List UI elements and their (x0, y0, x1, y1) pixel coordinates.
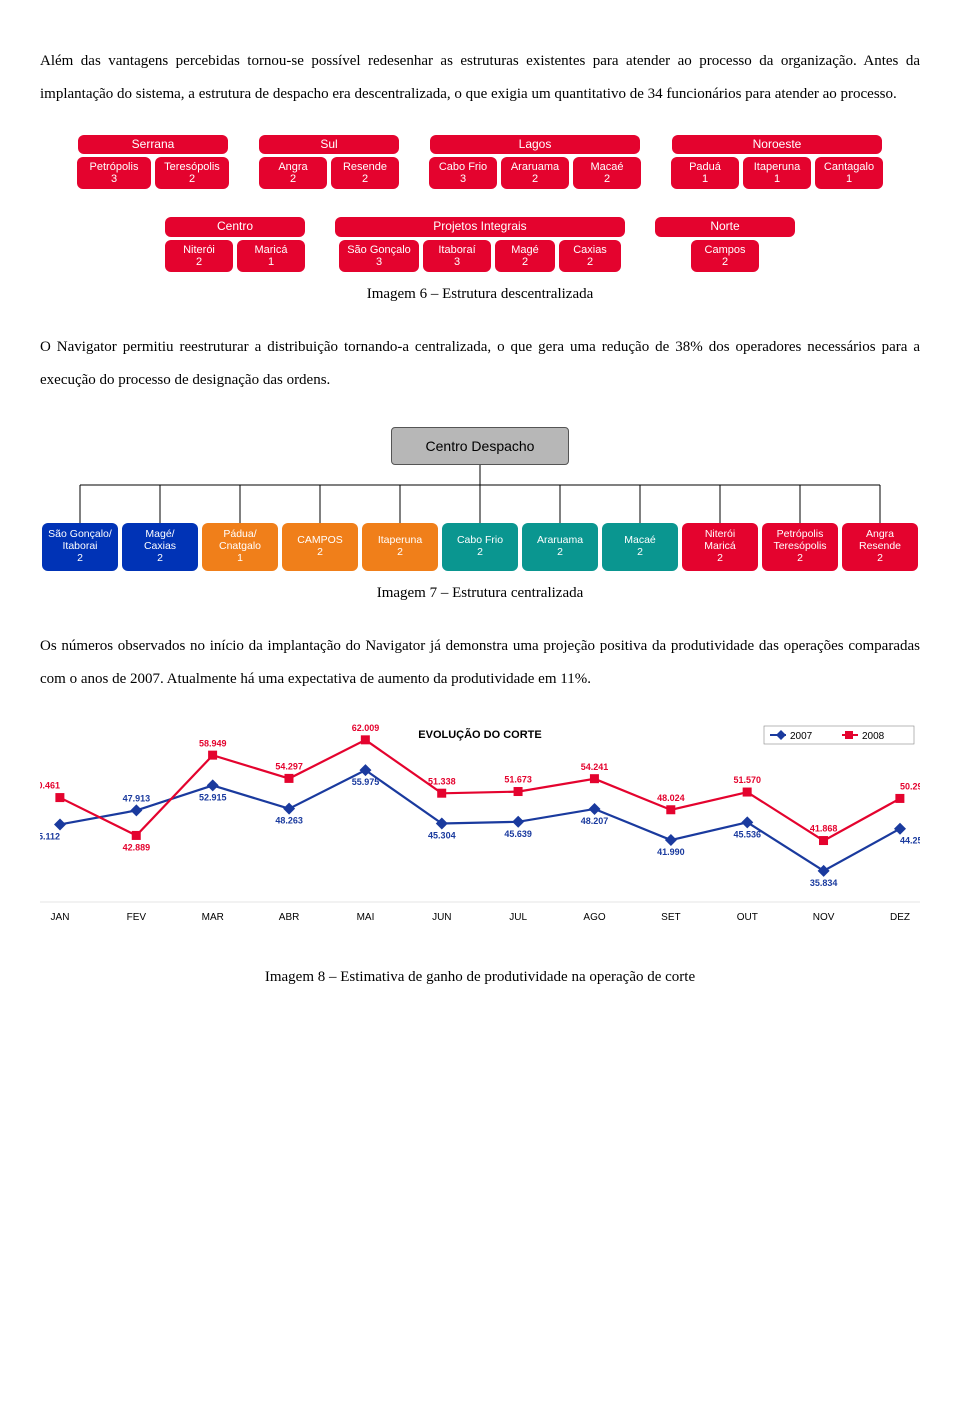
svg-text:SET: SET (661, 912, 680, 923)
centralized-box: Magé/Caxias2 (122, 523, 198, 571)
centralized-box: PetrópolisTeresópolis2 (762, 523, 838, 571)
sub-box: São Gonçalo3 (339, 240, 419, 272)
sub-box: Caxias2 (559, 240, 621, 272)
region-box: Norte (655, 217, 795, 236)
svg-text:55.975: 55.975 (352, 777, 380, 787)
sub-box: Magé2 (495, 240, 555, 272)
svg-text:45.112: 45.112 (40, 831, 60, 841)
svg-text:45.639: 45.639 (504, 829, 532, 839)
org-tree-connectors (40, 465, 920, 523)
svg-text:42.889: 42.889 (123, 842, 151, 852)
centralized-box: Pádua/Cnatgalo1 (202, 523, 278, 571)
svg-text:JUN: JUN (432, 912, 451, 923)
centralized-box: Itaperuna2 (362, 523, 438, 571)
svg-text:58.949: 58.949 (199, 738, 227, 748)
svg-text:48.263: 48.263 (275, 815, 303, 825)
centralized-box: CAMPOS2 (282, 523, 358, 571)
sub-box: Itaboraí3 (423, 240, 491, 272)
sub-box: Maricá1 (237, 240, 305, 272)
svg-text:52.915: 52.915 (199, 792, 227, 802)
svg-text:OUT: OUT (737, 912, 758, 923)
sub-box: Cabo Frio3 (429, 157, 497, 189)
svg-text:EVOLUÇÃO DO CORTE: EVOLUÇÃO DO CORTE (418, 728, 541, 741)
svg-text:MAR: MAR (202, 912, 224, 923)
sub-box: Teresópolis2 (155, 157, 229, 189)
svg-text:45.536: 45.536 (734, 829, 762, 839)
svg-text:AGO: AGO (583, 912, 605, 923)
centralized-box: NiteróiMaricá2 (682, 523, 758, 571)
paragraph-2: O Navigator permitiu reestruturar a dist… (40, 331, 920, 397)
centralized-box: Cabo Frio2 (442, 523, 518, 571)
centralized-box: São Gonçalo/Itaborai2 (42, 523, 118, 571)
centralized-box: AngraResende2 (842, 523, 918, 571)
svg-text:51.570: 51.570 (734, 775, 762, 785)
svg-text:50.290: 50.290 (900, 781, 920, 791)
svg-text:48.024: 48.024 (657, 793, 685, 803)
region-box: Lagos (430, 135, 640, 154)
org-diagram-decentralized: Serrana Petrópolis3Teresópolis2 Sul Angra2R… (40, 135, 920, 272)
caption-image-8: Imagem 8 – Estimativa de ganho de produt… (40, 969, 920, 986)
svg-text:41.990: 41.990 (657, 847, 685, 857)
centralized-box: Araruama2 (522, 523, 598, 571)
svg-text:2007: 2007 (790, 731, 813, 742)
svg-text:JUL: JUL (509, 912, 527, 923)
svg-text:JAN: JAN (51, 912, 70, 923)
svg-text:NOV: NOV (813, 912, 835, 923)
svg-text:44.256: 44.256 (900, 835, 920, 845)
svg-text:54.241: 54.241 (581, 762, 609, 772)
svg-text:FEV: FEV (127, 912, 147, 923)
centralized-box: Macaé2 (602, 523, 678, 571)
sub-box: Campos2 (691, 240, 759, 272)
caption-image-7: Imagem 7 – Estrutura centralizada (40, 585, 920, 602)
region-box: Projetos Integrais (335, 217, 625, 236)
svg-text:54.297: 54.297 (275, 761, 303, 771)
svg-text:47.913: 47.913 (123, 793, 151, 803)
sub-box: Petrópolis3 (77, 157, 151, 189)
evolution-chart: EVOLUÇÃO DO CORTE 2007 2008 45.112 47.913 52.… (40, 720, 920, 955)
sub-box: Angra2 (259, 157, 327, 189)
paragraph-1: Além das vantagens percebidas tornou-se … (40, 45, 920, 111)
svg-text:50.461: 50.461 (40, 780, 60, 790)
sub-box: Niterói2 (165, 240, 233, 272)
sub-box: Macaé2 (573, 157, 641, 189)
region-box: Serrana (78, 135, 228, 154)
svg-text:DEZ: DEZ (890, 912, 910, 923)
svg-text:51.338: 51.338 (428, 776, 456, 786)
svg-text:35.834: 35.834 (810, 878, 838, 888)
caption-image-6: Imagem 6 – Estrutura descentralizada (40, 286, 920, 303)
sub-box: Cantagalo1 (815, 157, 883, 189)
region-box: Sul (259, 135, 399, 154)
org-diagram-centralized: Centro Despacho São Gonçalo/Itaborai2Mag… (40, 427, 920, 571)
svg-text:51.673: 51.673 (504, 774, 532, 784)
svg-text:45.304: 45.304 (428, 830, 456, 840)
paragraph-3: Os números observados no início da impla… (40, 630, 920, 696)
svg-text:62.009: 62.009 (352, 723, 380, 733)
svg-text:MAI: MAI (357, 912, 375, 923)
sub-box: Itaperuna1 (743, 157, 811, 189)
svg-text:41.868: 41.868 (810, 823, 838, 833)
svg-text:48.207: 48.207 (581, 816, 609, 826)
org-root-box: Centro Despacho (391, 427, 569, 465)
sub-box: Paduá1 (671, 157, 739, 189)
sub-box: Resende2 (331, 157, 399, 189)
region-box: Noroeste (672, 135, 882, 154)
svg-text:ABR: ABR (279, 912, 300, 923)
region-box: Centro (165, 217, 305, 236)
sub-box: Araruama2 (501, 157, 569, 189)
svg-text:2008: 2008 (862, 731, 885, 742)
